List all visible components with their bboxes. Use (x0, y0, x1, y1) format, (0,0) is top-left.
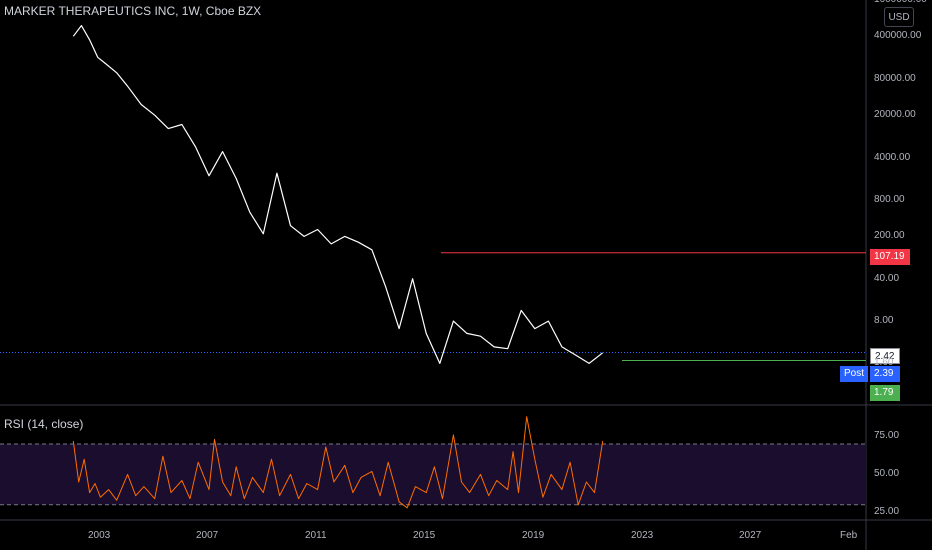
price-line-series[interactable] (72, 25, 604, 364)
time-axis-tick: 2023 (631, 530, 654, 541)
price-pane[interactable] (0, 25, 866, 364)
post-market-label: Post (840, 366, 868, 382)
post-market-price-tag: 2.39 (870, 366, 900, 382)
rsi-axis-tick: 75.00 (874, 430, 900, 441)
rsi-line-series[interactable] (72, 416, 604, 509)
green-line-price-tag: 1.79 (870, 385, 900, 401)
time-axis-tick: 2011 (305, 530, 327, 541)
rsi-band-fill (0, 444, 866, 505)
rsi-axis-tick: 25.00 (874, 506, 900, 517)
price-axis-tick: 400000.00 (874, 30, 922, 41)
time-axis-tick: 2019 (522, 530, 545, 541)
price-axis-tick: 800.00 (874, 194, 905, 205)
rsi-title: RSI (14, close) (4, 417, 84, 431)
last-price-tag: 2.42 (870, 348, 900, 364)
rsi-pane[interactable] (0, 416, 866, 509)
price-axis-tick: 8.00 (874, 315, 894, 326)
chart-title: MARKER THERAPEUTICS INC, 1W, Cboe BZX (4, 4, 262, 18)
time-axis-tick: 2003 (88, 530, 111, 541)
price-axis-tick: 1600000.00 (874, 0, 927, 5)
price-axis-tick: 200.00 (874, 230, 905, 241)
price-axis-tick: 1.60 (874, 357, 894, 368)
time-axis-tick: Feb (840, 530, 858, 541)
currency-button[interactable]: USD (884, 7, 914, 27)
time-axis-tick: 2007 (196, 530, 219, 541)
price-axis-tick: 80000.00 (874, 73, 916, 84)
rsi-axis-tick: 50.00 (874, 468, 900, 479)
price-axis-tick: 20000.00 (874, 109, 916, 120)
red-line-price-tag: 107.19 (870, 249, 910, 265)
price-axis-tick: 40.00 (874, 273, 900, 284)
time-axis-tick: 2027 (739, 530, 762, 541)
price-axis-tick: 4000.00 (874, 152, 911, 163)
time-axis-tick: 2015 (413, 530, 436, 541)
